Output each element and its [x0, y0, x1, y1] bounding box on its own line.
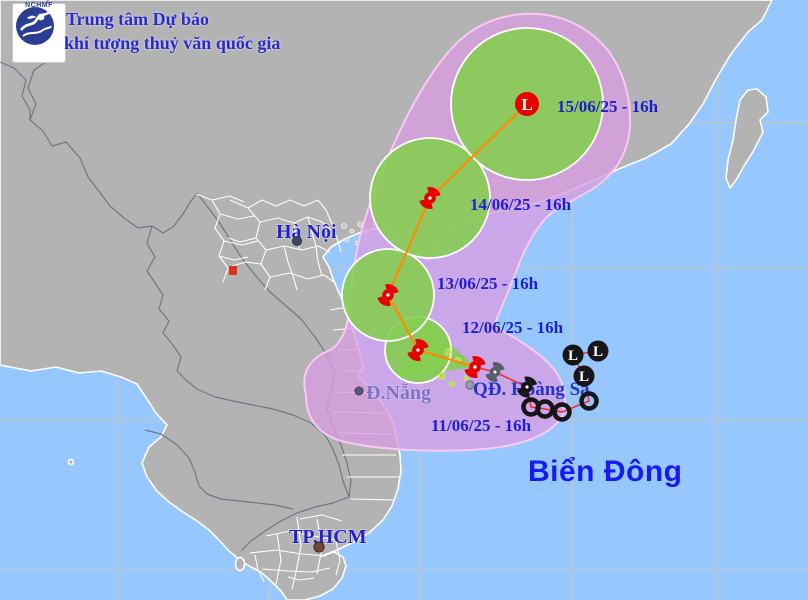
taiwan-island — [725, 88, 769, 189]
svg-text:L: L — [568, 348, 578, 364]
agency-title-line2: khí tượng thuỷ văn quốc gia — [64, 33, 281, 53]
depression-marker — [552, 402, 572, 422]
svg-text:L: L — [579, 369, 589, 385]
nchmf-emblem-icon — [16, 7, 54, 45]
hcm-dot — [313, 541, 325, 553]
hanoi-dot — [292, 236, 302, 246]
low-pressure-marker: L — [562, 344, 584, 366]
nchmf-logo: NCHMF — [12, 2, 66, 63]
red-map-patch — [229, 266, 237, 275]
small-island — [67, 458, 75, 466]
depression-marker — [521, 397, 541, 417]
depression-marker — [579, 391, 599, 411]
time-label-13: 13/06/25 - 16h — [437, 274, 539, 293]
low-pressure-marker: L — [587, 340, 609, 362]
time-label-12: 12/06/25 - 16h — [462, 318, 564, 337]
forecast-low-marker: L — [515, 92, 539, 116]
time-label-15: 15/06/25 - 16h — [557, 97, 659, 116]
city-markers — [292, 236, 364, 553]
danang-dot — [354, 386, 364, 396]
paracel-islets — [438, 348, 475, 390]
low-pressure-marker: L — [573, 365, 595, 387]
hanoi-label: Hà Nội — [276, 221, 337, 243]
agency-title-line1: Trung tâm Dự báo — [66, 9, 209, 29]
svg-text:L: L — [521, 95, 532, 114]
svg-text:L: L — [593, 344, 603, 360]
national-borders — [0, 0, 352, 552]
sea-name-label: Biển Đông — [528, 455, 683, 488]
danang-label: Đ.Nẵng — [366, 382, 431, 404]
hoang-sa-dot — [465, 380, 475, 390]
nchmf-acronym: NCHMF — [25, 2, 53, 9]
time-label-11: 11/06/25 - 16h — [431, 416, 532, 435]
phu-quoc-island — [234, 556, 246, 572]
time-label-14: 14/06/25 - 16h — [470, 195, 572, 214]
hcm-label: TP.HCM — [289, 526, 367, 548]
map-labels: 11/06/25 - 16h 12/06/25 - 16h 13/06/25 -… — [275, 97, 683, 549]
